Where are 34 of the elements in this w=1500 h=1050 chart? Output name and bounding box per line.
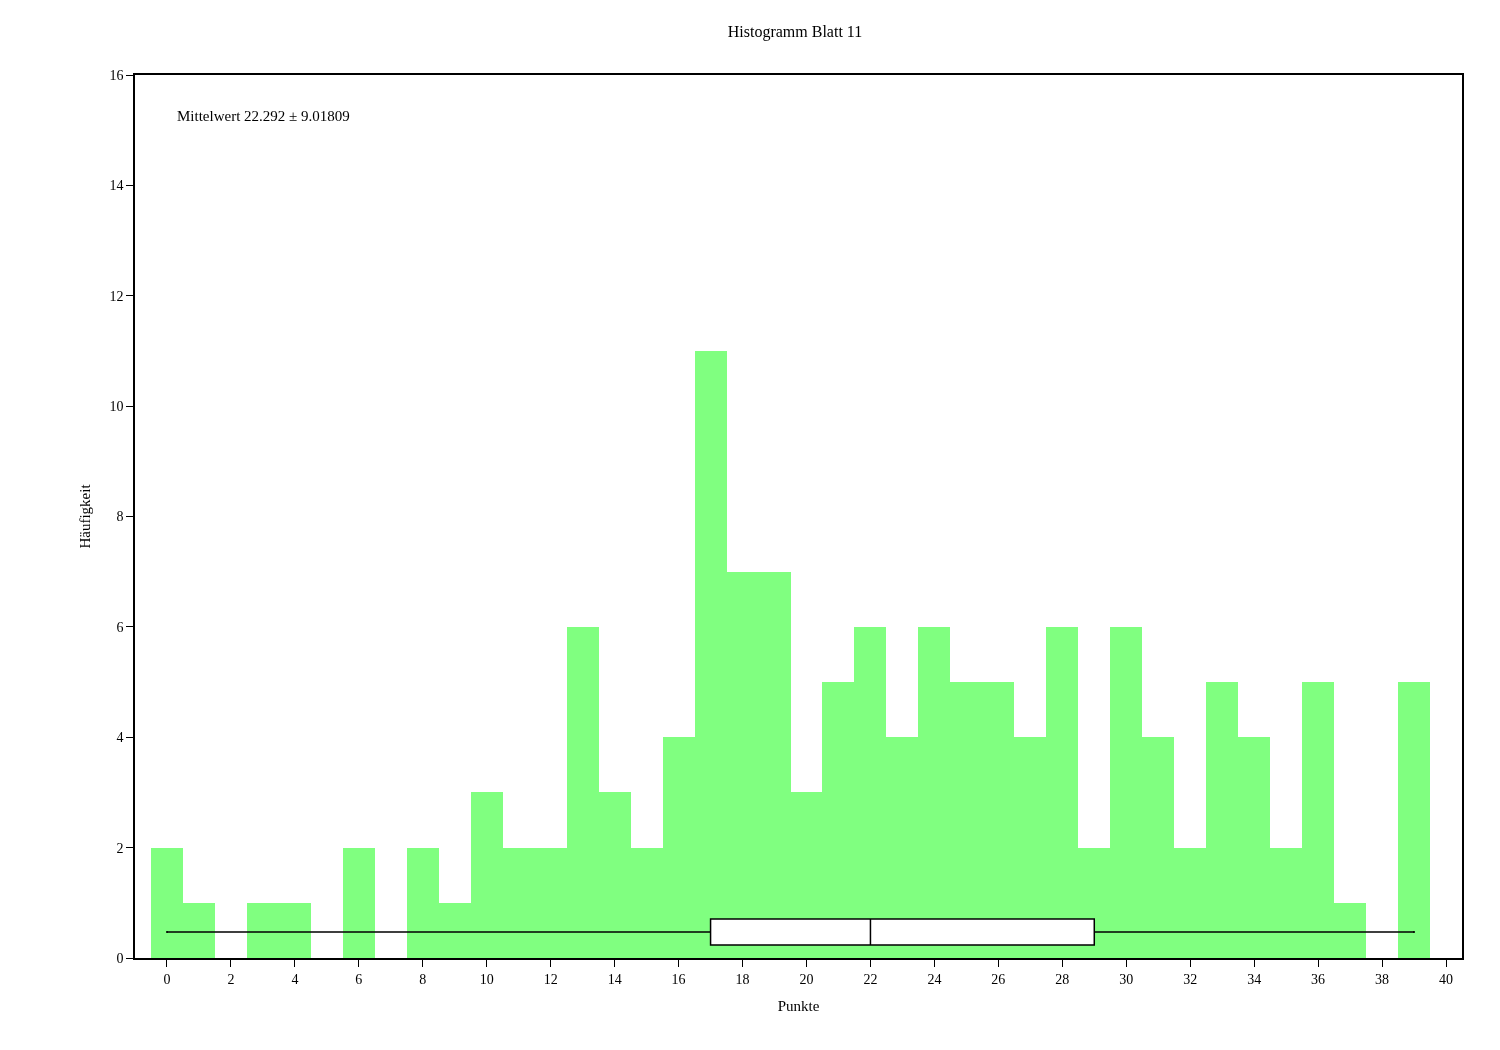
x-tick-label: 0 <box>163 971 171 987</box>
x-tick-label: 10 <box>479 971 494 987</box>
y-tick-label: 6 <box>116 619 124 635</box>
x-tick-label: 40 <box>1439 971 1454 987</box>
y-axis-title: Häufigkeit <box>77 483 94 549</box>
x-tick-label: 8 <box>419 971 427 987</box>
y-tick-label: 14 <box>109 178 124 194</box>
y-tick-label: 4 <box>116 730 124 746</box>
x-tick-label: 34 <box>1247 971 1262 987</box>
x-tick-label: 36 <box>1311 971 1326 987</box>
x-tick-label: 30 <box>1119 971 1134 987</box>
x-tick-label: 20 <box>799 971 814 987</box>
x-tick-label: 28 <box>1055 971 1070 987</box>
x-tick-label: 38 <box>1375 971 1390 987</box>
x-tick-label: 22 <box>863 971 878 987</box>
x-tick-label: 12 <box>543 971 558 987</box>
x-tick-label: 18 <box>735 971 750 987</box>
y-tick-label: 16 <box>109 67 124 83</box>
y-tick-label: 2 <box>116 840 124 856</box>
chart-title: Histogramm Blatt 11 <box>727 23 863 42</box>
x-tick-label: 24 <box>927 971 942 987</box>
x-tick-label: 4 <box>291 971 299 987</box>
x-tick-label: 14 <box>607 971 622 987</box>
y-tick-label: 12 <box>109 288 124 304</box>
y-tick-label: 0 <box>116 950 124 966</box>
x-tick-label: 32 <box>1183 971 1198 987</box>
x-tick-label: 6 <box>355 971 363 987</box>
x-axis-title: Punkte <box>777 998 820 1015</box>
x-tick-label: 16 <box>671 971 686 987</box>
x-tick-label: 26 <box>991 971 1006 987</box>
y-tick-label: 10 <box>109 399 124 415</box>
annotation: Mittelwert 22.292 ± 9.01809 <box>177 108 350 124</box>
y-tick-label: 8 <box>116 509 124 525</box>
x-tick-label: 2 <box>227 971 235 987</box>
